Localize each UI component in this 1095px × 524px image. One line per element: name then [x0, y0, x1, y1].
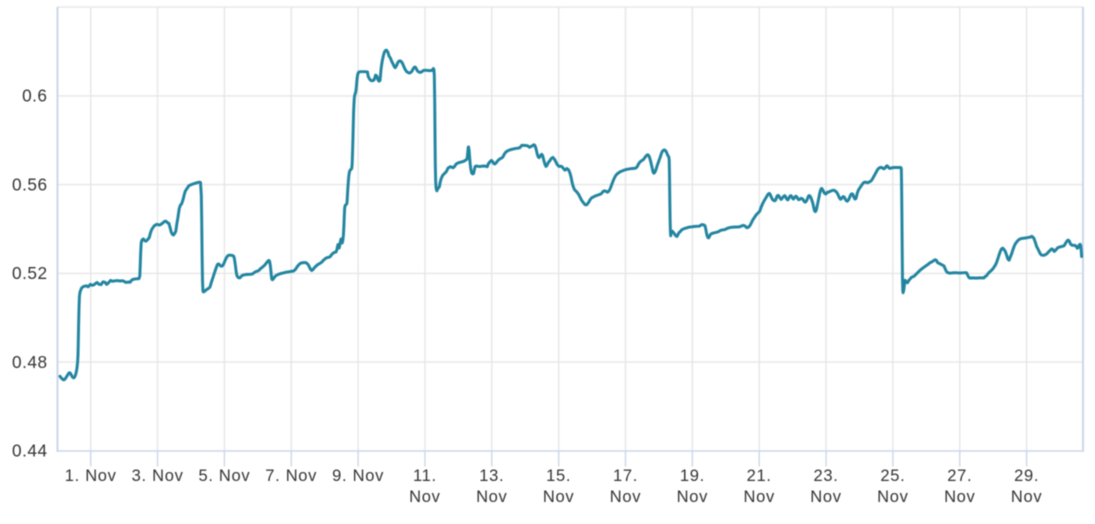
svg-text:0.6: 0.6 — [22, 86, 47, 106]
svg-text:0.56: 0.56 — [12, 174, 47, 194]
svg-text:9. Nov: 9. Nov — [332, 467, 384, 485]
svg-text:0.44: 0.44 — [12, 441, 47, 461]
svg-text:3. Nov: 3. Nov — [132, 467, 184, 485]
svg-text:5. Nov: 5. Nov — [198, 467, 250, 485]
svg-text:7. Nov: 7. Nov — [265, 467, 317, 485]
svg-text:0.48: 0.48 — [12, 352, 47, 372]
svg-text:1. Nov: 1. Nov — [65, 467, 117, 485]
svg-text:0.52: 0.52 — [12, 263, 47, 283]
